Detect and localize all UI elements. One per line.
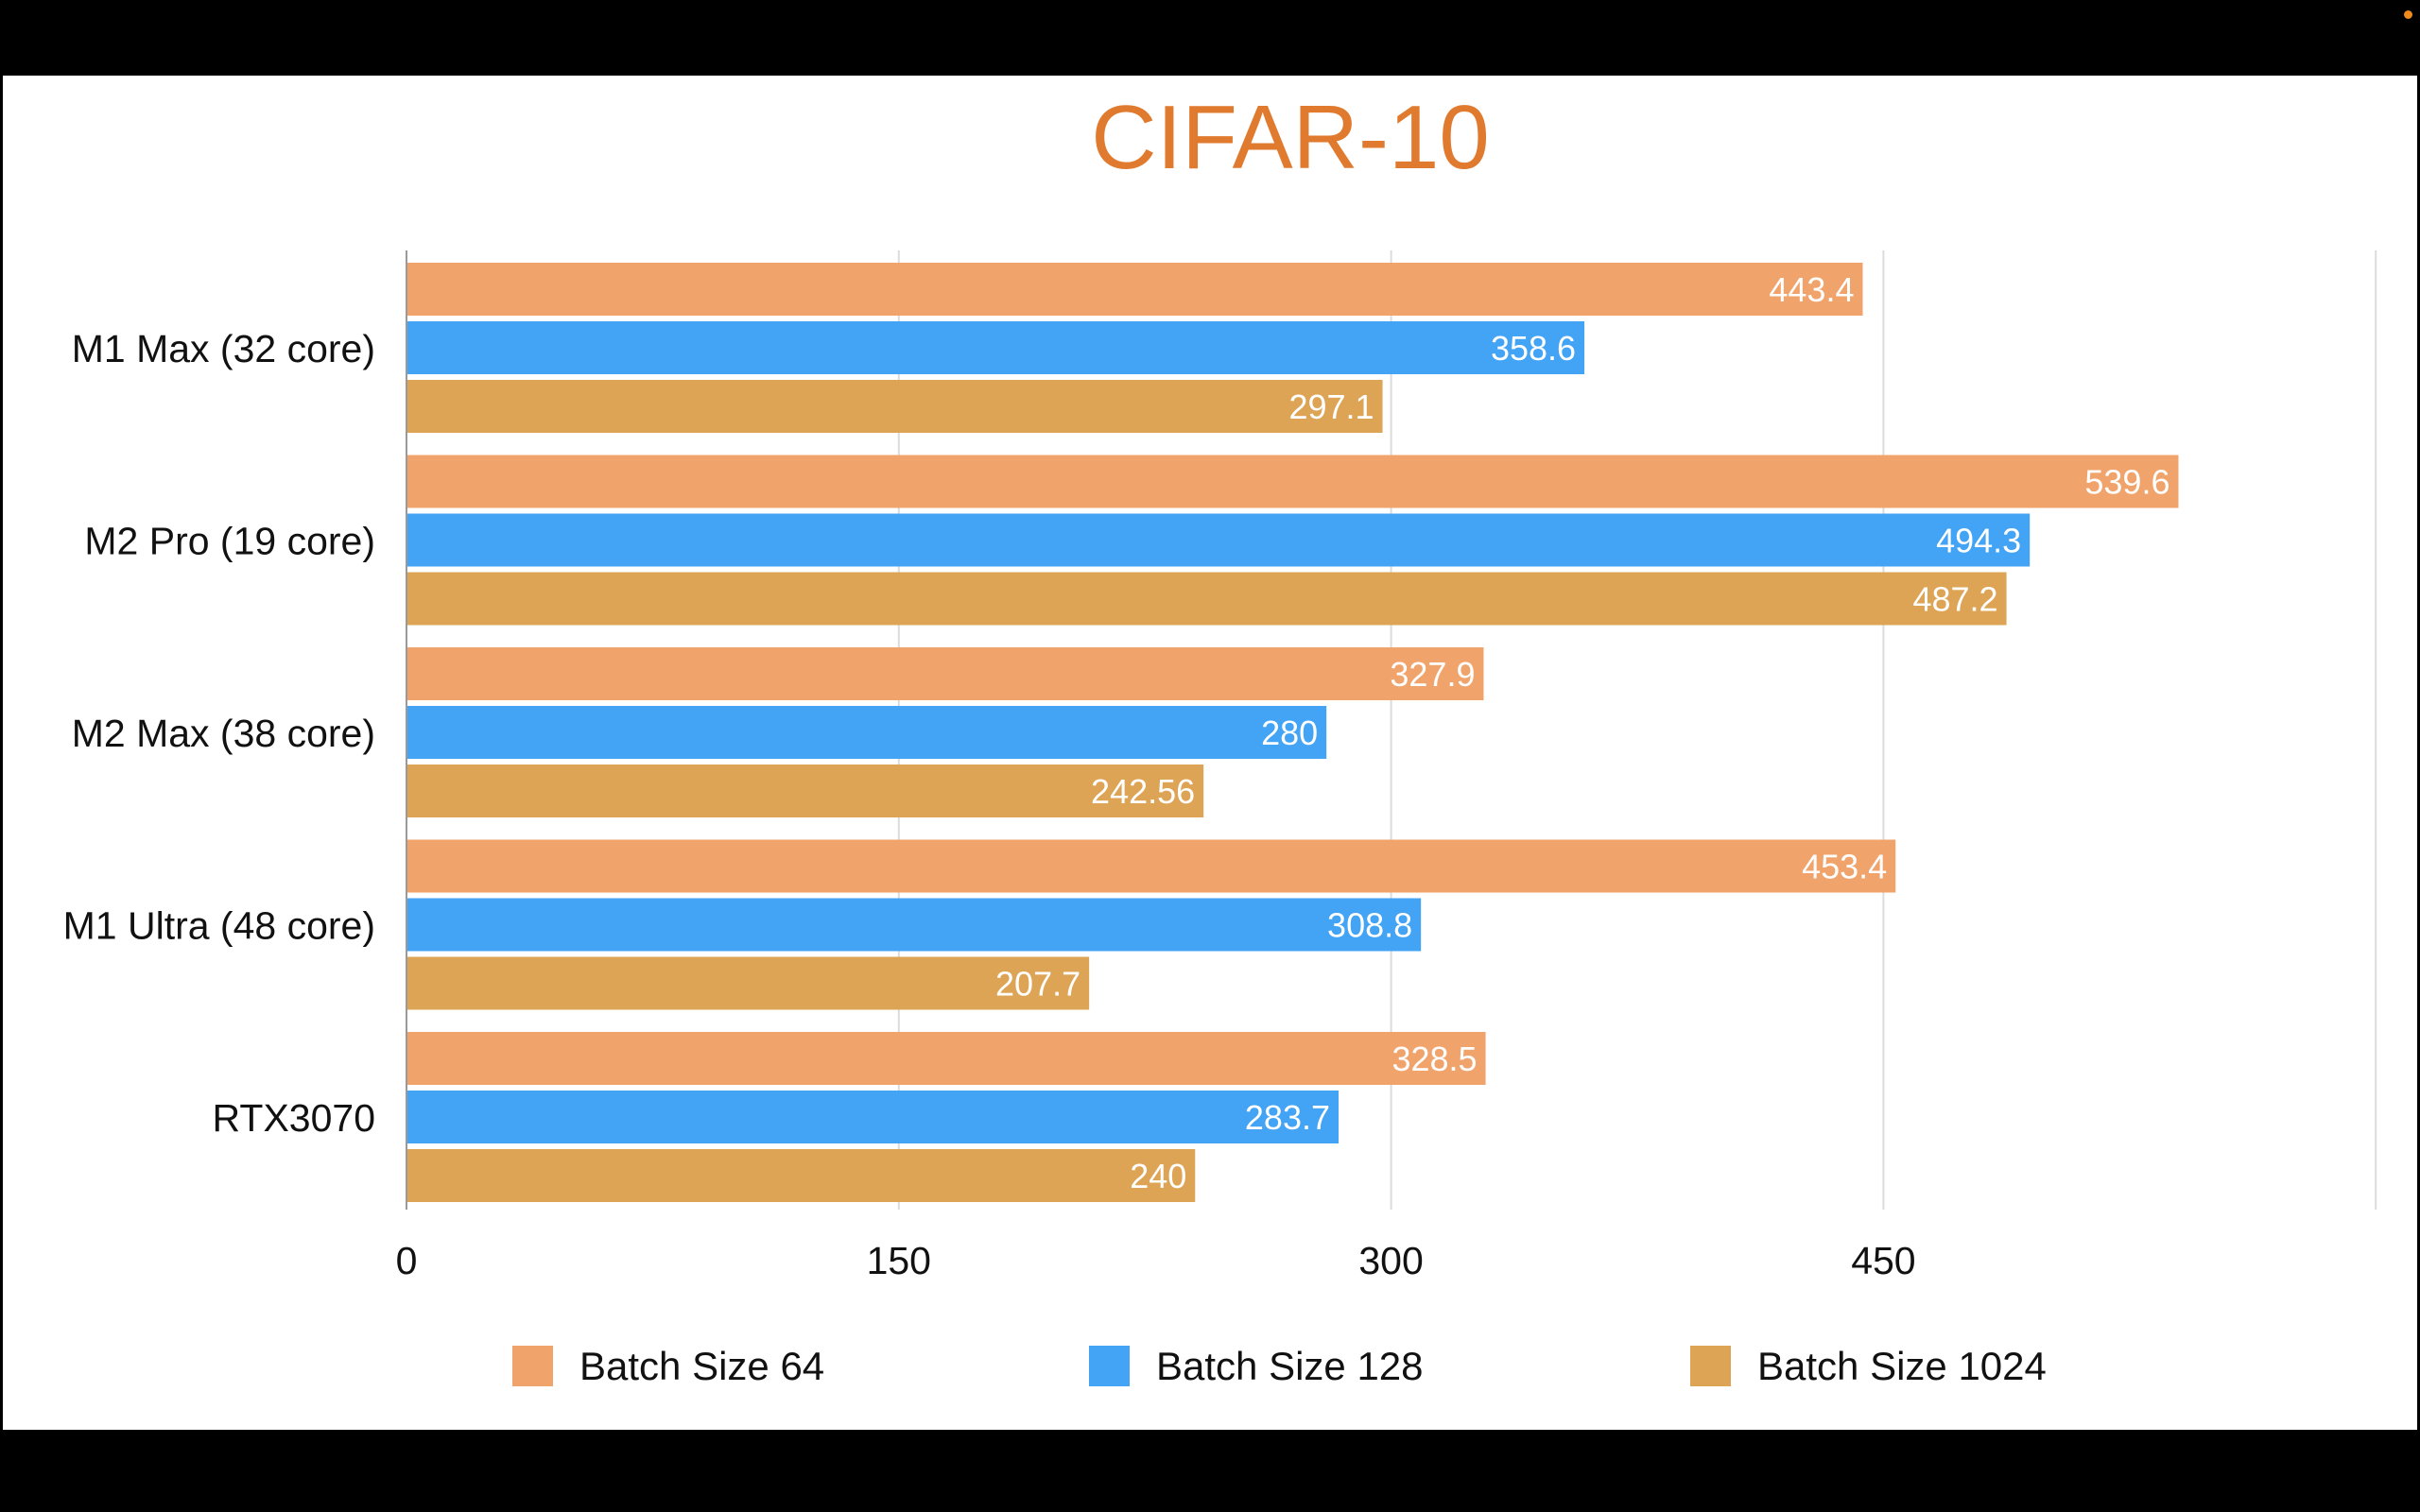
x-tick-label: 450	[1851, 1239, 1915, 1282]
bar	[407, 1091, 1340, 1143]
x-tick-label: 300	[1358, 1239, 1423, 1282]
value-label: 283.7	[1245, 1098, 1330, 1137]
bar	[407, 321, 1585, 374]
value-label: 328.5	[1392, 1040, 1477, 1078]
legend-swatch	[512, 1346, 553, 1386]
value-label: 207.7	[995, 965, 1080, 1004]
bar	[407, 572, 2007, 626]
value-label: 308.8	[1327, 906, 1412, 945]
x-axis-ticks: 0 150 300 450	[396, 1239, 1916, 1282]
value-label: 487.2	[1912, 580, 1997, 619]
legend-label: Batch Size 64	[579, 1344, 824, 1388]
category-label: M2 Max (38 core)	[72, 712, 375, 755]
legend-swatch	[1089, 1346, 1130, 1386]
bar	[407, 956, 1090, 1010]
category-label: M2 Pro (19 core)	[84, 520, 375, 563]
value-label: 494.3	[1936, 522, 2021, 560]
value-label: 242.56	[1091, 772, 1195, 811]
bar	[407, 839, 1896, 893]
bar	[407, 898, 1422, 952]
category-label: M1 Ultra (48 core)	[63, 904, 375, 948]
bar	[407, 1032, 1486, 1085]
bar	[407, 263, 1863, 316]
bar	[407, 380, 1383, 433]
bar	[407, 765, 1204, 817]
bar	[407, 455, 2179, 508]
recording-indicator-icon	[2404, 10, 2412, 19]
legend-label: Batch Size 128	[1156, 1344, 1424, 1388]
value-label: 297.1	[1288, 387, 1374, 426]
value-label: 443.4	[1769, 270, 1854, 309]
bar	[407, 706, 1327, 759]
x-tick-label: 0	[396, 1239, 418, 1282]
value-label: 280	[1261, 713, 1318, 752]
legend-swatch	[1690, 1346, 1731, 1386]
x-tick-label: 150	[867, 1239, 931, 1282]
category-label: M1 Max (32 core)	[72, 327, 375, 370]
value-label: 539.6	[2084, 463, 2169, 502]
value-label: 240	[1130, 1157, 1186, 1195]
bar-chart: CIFAR-10 443.4 358.6 297.1 539.6 494.3 487.2 3…	[63, 87, 2377, 1388]
chart-title: CIFAR-10	[1091, 87, 1489, 188]
bar	[407, 1149, 1196, 1202]
value-label: 358.6	[1491, 329, 1576, 368]
bar	[407, 647, 1484, 700]
value-label: 453.4	[1802, 848, 1887, 886]
legend-label: Batch Size 1024	[1757, 1344, 2047, 1388]
bars: 443.4 358.6 297.1 539.6 494.3 487.2 327.9 280 24…	[407, 263, 2179, 1202]
slide-canvas: CIFAR-10 443.4 358.6 297.1 539.6 494.3 487.2 3…	[3, 76, 2417, 1430]
bar	[407, 513, 2031, 567]
category-labels: M1 Max (32 core) M2 Pro (19 core) M2 Max (…	[63, 327, 375, 1140]
legend: Batch Size 64 Batch Size 128 Batch Size 10…	[512, 1344, 2047, 1388]
category-label: RTX3070	[213, 1096, 375, 1140]
value-label: 327.9	[1390, 655, 1475, 694]
